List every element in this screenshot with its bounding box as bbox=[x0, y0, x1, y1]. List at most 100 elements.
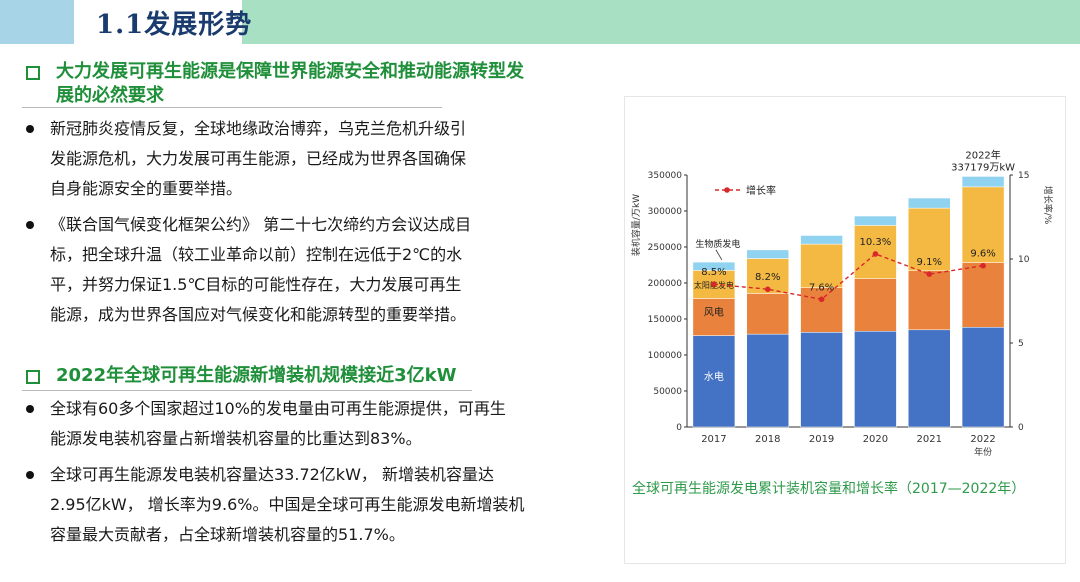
square-bullet-icon bbox=[26, 370, 40, 384]
x-tick-label: 2021 bbox=[917, 434, 942, 445]
bullet-text-line: 2.95亿kW， 增长率为9.6%。中国是全球可再生能源发电新增装机 bbox=[50, 495, 525, 514]
section-2-heading-text: 2022年全球可再生能源新增装机规模接近3亿kW bbox=[56, 365, 457, 386]
header-accent-left bbox=[0, 0, 74, 44]
bullet-text: 全球可再生能源发电装机容量达33.72亿kW， 新增装机容量达 2.95亿kW， … bbox=[50, 460, 524, 550]
y-right-axis-label: 增长率/% bbox=[1042, 186, 1054, 225]
bar-segment bbox=[746, 249, 789, 259]
bar-segment bbox=[800, 243, 843, 288]
growth-data-label: 8.5% bbox=[701, 267, 726, 278]
x-tick-label: 2020 bbox=[863, 434, 888, 445]
y-tick-label: 50000 bbox=[653, 387, 682, 397]
section-1-divider bbox=[22, 107, 442, 108]
bullet-item: 新冠肺炎疫情反复，全球地缘政治博弈，乌克兰危机升级引 发能源危机，大力发展可再生能… bbox=[26, 114, 616, 204]
bar-segment bbox=[961, 176, 1005, 188]
annotation-year: 2022年 bbox=[965, 148, 1000, 161]
x-tick-label: 2022 bbox=[970, 434, 995, 445]
growth-data-label: 8.2% bbox=[755, 272, 780, 283]
bar-segment bbox=[854, 215, 897, 226]
bullet-dot-icon bbox=[26, 471, 34, 479]
bar-segment bbox=[961, 186, 1005, 263]
bullet-item: 全球有60多个国家超过10%的发电量由可再生能源提供，可再生 能源发电装机容量占新… bbox=[26, 394, 616, 454]
growth-point bbox=[872, 251, 879, 257]
y-tick-label: 150000 bbox=[648, 315, 683, 325]
growth-data-label: 9.6% bbox=[970, 249, 995, 260]
y-tick-label: 200000 bbox=[648, 279, 683, 289]
bar-segment bbox=[961, 327, 1005, 428]
y-axis-label: 装机容量/万kW bbox=[630, 194, 642, 256]
annotation-total: 337179万kW bbox=[951, 162, 1015, 173]
section-1-heading-line1: 大力发展可再生能源是保障世界能源安全和推动能源转型发 bbox=[56, 61, 524, 82]
y-right-tick-label: 10 bbox=[1018, 255, 1030, 265]
x-tick-label: 2019 bbox=[809, 434, 834, 445]
y-tick-label: 100000 bbox=[648, 351, 683, 361]
bar-segment bbox=[961, 262, 1005, 328]
y-tick-label: 350000 bbox=[648, 171, 683, 181]
bullet-dot-icon bbox=[26, 125, 34, 133]
bullet-dot-icon bbox=[26, 221, 34, 229]
series-label-biomass: 生物质发电 bbox=[695, 238, 740, 250]
bullet-dot-icon bbox=[26, 405, 34, 413]
bar-segment bbox=[800, 287, 843, 333]
bar-segment bbox=[854, 278, 897, 332]
section-1-heading-line2: 展的必然要求 bbox=[56, 85, 164, 106]
legend-growth-label: 增长率 bbox=[746, 184, 776, 197]
y-right-tick-label: 15 bbox=[1018, 171, 1029, 181]
bullet-text-line: 平，并努力保证1.5℃目标的可能性存在，大力发展可再生 bbox=[50, 275, 462, 294]
growth-data-label: 7.6% bbox=[809, 282, 834, 293]
growth-point bbox=[818, 296, 825, 303]
bar-segment bbox=[908, 197, 951, 209]
bar-segment bbox=[908, 270, 951, 331]
section-1-bullet-list: 新冠肺炎疫情反复，全球地缘政治博弈，乌克兰危机升级引 发能源危机，大力发展可再生能… bbox=[26, 114, 616, 336]
bar-segment bbox=[746, 333, 789, 428]
bar-segment bbox=[908, 207, 951, 272]
bullet-text: 新冠肺炎疫情反复，全球地缘政治博弈，乌克兰危机升级引 发能源危机，大力发展可再生能… bbox=[50, 114, 466, 204]
x-tick-label: 2018 bbox=[755, 434, 780, 445]
header-bar: 1.1发展形势 bbox=[0, 0, 1080, 44]
growth-point bbox=[711, 281, 717, 287]
y-tick-label: 0 bbox=[676, 423, 682, 433]
legend-growth-marker bbox=[724, 187, 730, 193]
bar-segment bbox=[800, 235, 843, 245]
bullet-item: 《联合国气候变化框架公约》 第二十七次缔约方会议达成目 标，把全球升温（较工业革命… bbox=[26, 210, 616, 330]
bullet-text-line: 能源，成为世界各国应对气候变化和能源转型的重要举措。 bbox=[50, 305, 467, 324]
section-2-heading: 2022年全球可再生能源新增装机规模接近3亿kW bbox=[22, 364, 612, 388]
bar-segment bbox=[854, 330, 897, 428]
growth-point bbox=[980, 262, 986, 269]
bullet-item: 全球可再生能源发电装机容量达33.72亿kW， 新增装机容量达 2.95亿kW， … bbox=[26, 460, 616, 550]
y-right-tick-label: 0 bbox=[1018, 423, 1024, 433]
bullet-text-line: 新冠肺炎疫情反复，全球地缘政治博弈，乌克兰危机升级引 bbox=[50, 119, 467, 138]
series-label-hydro: 水电 bbox=[704, 370, 724, 383]
series-label-leader bbox=[715, 249, 723, 261]
bullet-text-line: 全球有60多个国家超过10%的发电量由可再生能源提供，可再生 bbox=[50, 399, 506, 418]
capacity-chart: 0 50000 100000 150000 200000 250000 300000 3500… bbox=[630, 148, 1054, 458]
section-2-bullet-list: 全球有60多个国家超过10%的发电量由可再生能源提供，可再生 能源发电装机容量占新… bbox=[26, 394, 616, 556]
y-right-tick-label: 5 bbox=[1018, 339, 1024, 349]
bar-segment bbox=[692, 335, 736, 428]
bar-segment bbox=[692, 261, 736, 271]
square-bullet-icon bbox=[26, 66, 40, 80]
bullet-text: 《联合国气候变化框架公约》 第二十七次缔约方会议达成目 标，把全球升温（较工业革命… bbox=[50, 210, 471, 330]
growth-data-label: 10.3% bbox=[860, 237, 892, 248]
bar-segment bbox=[746, 293, 789, 335]
section-1-heading: 大力发展可再生能源是保障世界能源安全和推动能源转型发 展的必然要求 bbox=[22, 60, 612, 108]
bullet-text-line: 《联合国气候变化框架公约》 第二十七次缔约方会议达成目 bbox=[50, 215, 472, 234]
chart-panel: 0 50000 100000 150000 200000 250000 300000 3500… bbox=[624, 96, 1066, 564]
bullet-text-line: 发能源危机，大力发展可再生能源，已经成为世界各国确保 bbox=[50, 149, 467, 168]
bullet-text-line: 全球可再生能源发电装机容量达33.72亿kW， 新增装机容量达 bbox=[50, 465, 494, 484]
bar-segment bbox=[908, 329, 951, 428]
growth-line bbox=[713, 253, 984, 301]
growth-data-label: 9.1% bbox=[917, 257, 942, 268]
header-accent-right bbox=[242, 0, 1080, 44]
bullet-text: 全球有60多个国家超过10%的发电量由可再生能源提供，可再生 能源发电装机容量占新… bbox=[50, 394, 506, 454]
y-tick-label: 250000 bbox=[648, 243, 683, 253]
bullet-text-line: 自身能源安全的重要举措。 bbox=[50, 179, 243, 198]
bullet-text-line: 标，把全球升温（较工业革命以前）控制在远低于2℃的水 bbox=[50, 245, 463, 264]
x-tick-label: 2017 bbox=[701, 434, 726, 445]
series-label-wind: 风电 bbox=[704, 305, 724, 318]
section-2: 2022年全球可再生能源新增装机规模接近3亿kW bbox=[22, 364, 612, 388]
section-2-divider bbox=[22, 390, 472, 391]
y-tick-label: 300000 bbox=[648, 207, 683, 217]
bullet-text-line: 容量最大贡献者，占全球新增装机容量的51.7%。 bbox=[50, 525, 405, 544]
chart-caption: 全球可再生能源发电累计装机容量和增长率（2017—2022年） bbox=[632, 481, 1026, 497]
growth-point bbox=[926, 271, 933, 277]
